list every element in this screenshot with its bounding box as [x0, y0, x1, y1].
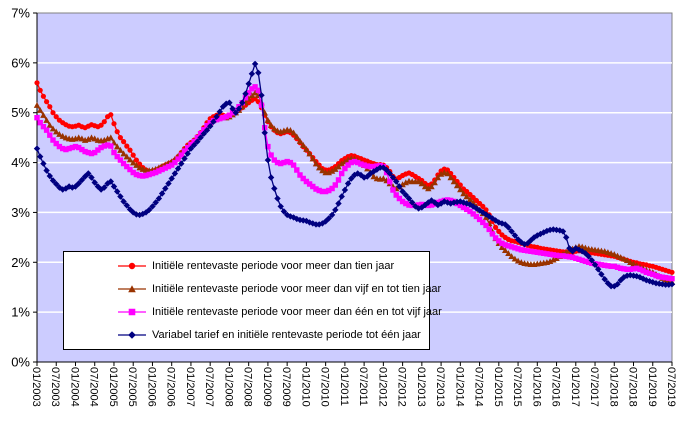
x-axis-label: 01/2006 — [145, 367, 157, 407]
series-markers-3 — [33, 60, 676, 290]
legend-label: Initiële rentevaste periode voor meer da… — [152, 305, 442, 318]
legend-marker-magenta-square — [118, 308, 146, 316]
legend-item-one-to-five-years: Initiële rentevaste periode voor meer da… — [64, 302, 442, 322]
x-axis-label: 07/2007 — [203, 367, 215, 407]
legend-item-variable-rate: Variabel tarief en initiële rentevaste p… — [64, 325, 429, 345]
legend-swatch-marker — [128, 308, 136, 316]
x-axis-label: 07/2006 — [165, 367, 177, 407]
legend-item-five-to-ten-years: Initiële rentevaste periode voor meer da… — [64, 279, 441, 299]
legend-label: Initiële rentevaste periode voor meer da… — [152, 283, 442, 296]
x-axis-label: 07/2005 — [126, 367, 138, 407]
y-axis-label: 1% — [11, 305, 30, 320]
legend-label: Variabel tarief en initiële rentevaste p… — [152, 328, 421, 341]
x-axis-label: 01/2012 — [376, 367, 388, 407]
legend-box: Initiële rentevaste periode voor meer da… — [63, 251, 442, 350]
x-axis-label: 01/2019 — [646, 367, 658, 407]
x-axis-label: 07/2017 — [588, 367, 600, 407]
x-axis-label: 01/2011 — [338, 367, 350, 406]
legend-marker-red-circle — [118, 263, 146, 270]
y-axis-label: 2% — [11, 255, 30, 270]
x-axis-label: 07/2009 — [280, 367, 292, 407]
legend-marker-navy-diamond — [118, 330, 146, 339]
y-axis-label: 6% — [11, 55, 30, 70]
x-axis-label: 01/2017 — [569, 367, 581, 407]
legend-swatch-marker — [128, 285, 136, 293]
x-axis-label: 07/2013 — [434, 367, 446, 407]
x-axis-label: 07/2010 — [319, 367, 331, 407]
x-axis-label: 01/2003 — [30, 367, 42, 407]
legend-swatch-marker — [128, 263, 136, 270]
x-axis-label: 01/2010 — [299, 367, 311, 407]
x-axis-label: 07/2018 — [627, 367, 639, 407]
x-axis-label: 01/2009 — [261, 367, 273, 407]
x-axis-label: 07/2008 — [242, 367, 254, 407]
legend-label: Initiële rentevaste periode voor meer da… — [152, 260, 395, 273]
series-markers-1 — [33, 89, 676, 285]
x-axis-label: 01/2013 — [415, 367, 427, 407]
x-axis-label: 07/2015 — [511, 367, 523, 407]
y-axis-label: 3% — [11, 205, 30, 220]
x-axis-label: 01/2004 — [68, 367, 80, 407]
x-axis-label: 01/2008 — [222, 367, 234, 407]
x-axis-label: 07/2012 — [396, 367, 408, 407]
x-axis-label: 01/2016 — [530, 367, 542, 407]
y-axis-label: 0% — [11, 355, 30, 370]
x-axis-label: 01/2005 — [107, 367, 119, 407]
x-axis-label: 07/2003 — [49, 367, 61, 407]
x-axis-label: 07/2004 — [88, 367, 100, 407]
x-axis-label: 01/2018 — [607, 367, 619, 407]
x-axis-label: 07/2014 — [473, 367, 485, 407]
x-axis-label: 01/2014 — [453, 367, 465, 407]
x-axis-label: 07/2016 — [550, 367, 562, 407]
x-axis-label: 01/2007 — [184, 367, 196, 407]
y-axis-label: 4% — [11, 155, 30, 170]
x-axis-label: 07/2019 — [665, 367, 677, 407]
x-axis-label: 01/2015 — [492, 367, 504, 407]
legend-item-more-than-ten-years: Initiële rentevaste periode voor meer da… — [64, 256, 429, 276]
legend-marker-brown-triangle — [118, 285, 146, 293]
y-axis-label: 5% — [11, 105, 30, 120]
y-axis-label: 7% — [11, 6, 30, 21]
x-axis-label: 07/2011 — [357, 367, 369, 406]
legend-swatch-marker — [128, 330, 136, 339]
